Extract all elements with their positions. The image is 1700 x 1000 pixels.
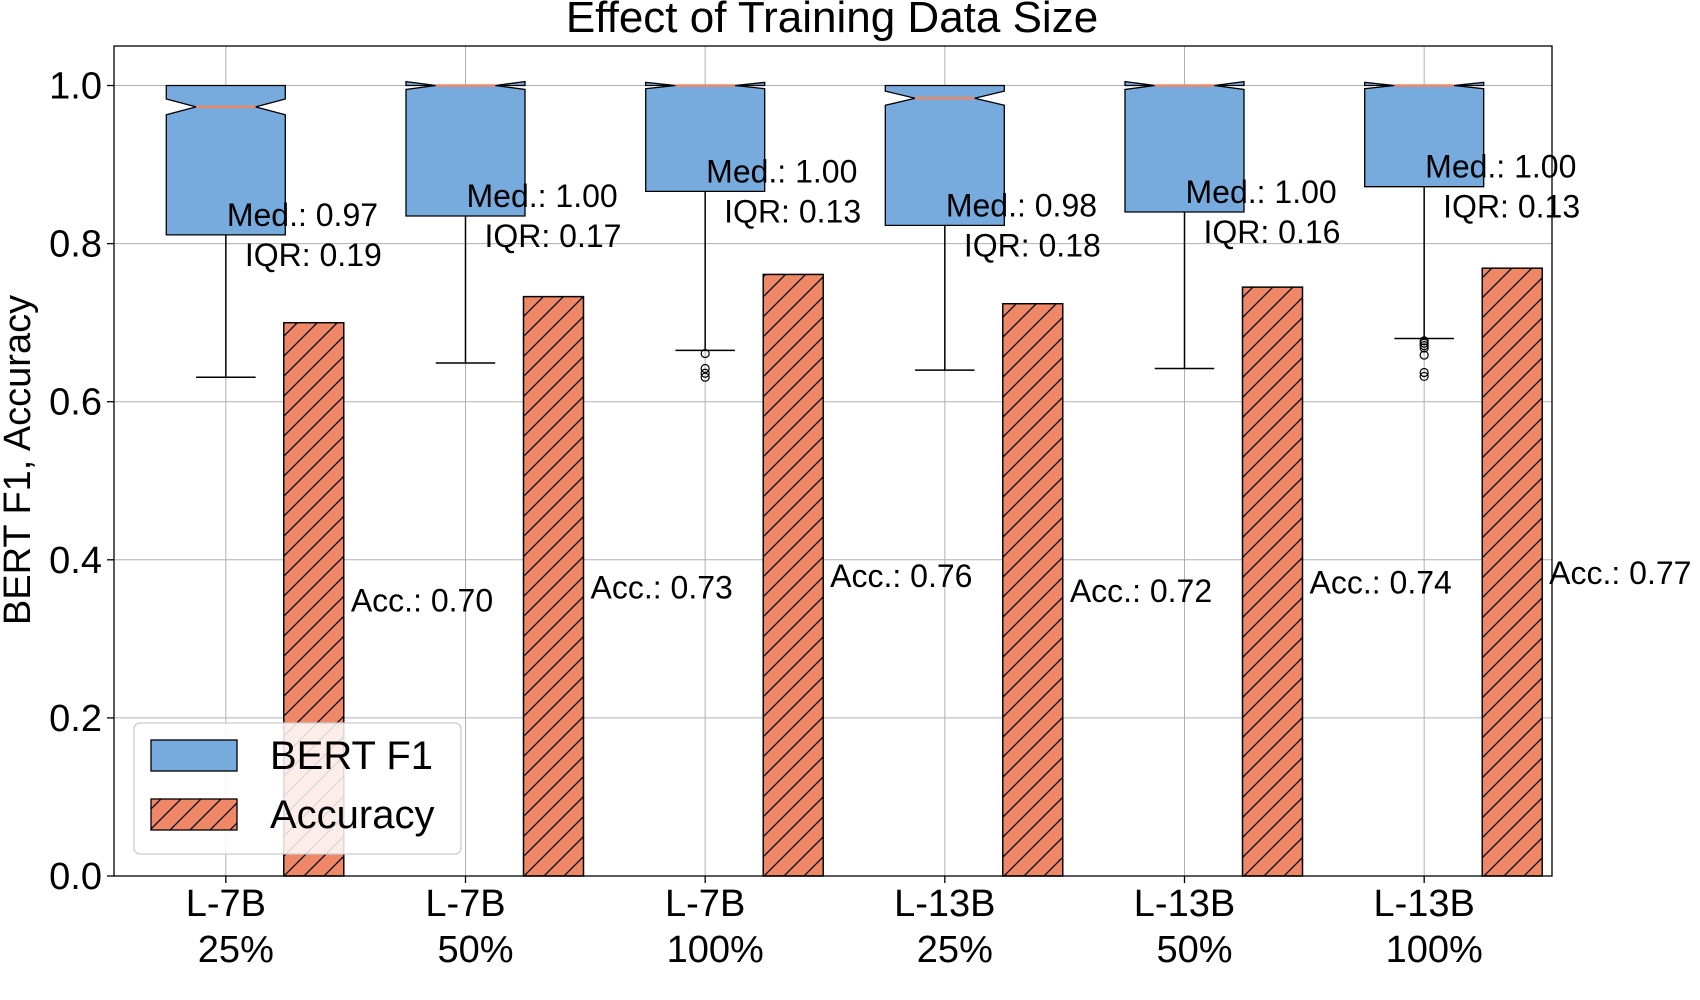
x-tick-label-line2: 50% — [1156, 929, 1232, 971]
y-axis-label: BERT F1, Accuracy — [0, 295, 39, 625]
accuracy-series — [283, 267, 1543, 877]
legend-swatch-accuracy — [150, 798, 238, 831]
bert-f1-box — [645, 81, 766, 193]
bert-f1-outlier — [700, 368, 710, 378]
x-tick-label-line1: L-13B — [894, 883, 995, 925]
legend-label-bert-f1: BERT F1 — [270, 734, 433, 778]
bert-f1-box — [1124, 80, 1245, 213]
x-tick-label-line2: 25% — [917, 929, 993, 971]
accuracy-bar-hatch — [1002, 303, 1064, 877]
bert-f1-box — [165, 84, 286, 236]
accuracy-annotation: Acc.: 0.76 — [830, 558, 972, 594]
bert-f1-box — [405, 80, 526, 217]
chart-title: Effect of Training Data Size — [566, 0, 1098, 42]
median-annotation: Med.: 1.00 — [706, 153, 857, 189]
y-tick-label: 0.4 — [49, 540, 102, 582]
median-annotation: Med.: 1.00 — [1186, 174, 1337, 210]
median-annotation: Med.: 1.00 — [1425, 149, 1576, 185]
legend: BERT F1 Accuracy — [133, 722, 462, 855]
accuracy-annotation: Acc.: 0.73 — [591, 569, 733, 605]
x-tick-label-line2: 50% — [437, 929, 513, 971]
iqr-annotation: IQR: 0.13 — [1443, 189, 1580, 225]
bert-f1-outlier — [1419, 343, 1429, 353]
iqr-annotation: IQR: 0.13 — [724, 193, 861, 229]
accuracy-bar-hatch — [1241, 286, 1304, 877]
bert-f1-outlier — [1419, 340, 1429, 351]
x-tick-label-line2: 25% — [198, 929, 274, 971]
bert-f1-outlier — [1419, 338, 1429, 348]
x-tick-label-line1: L-7B — [665, 883, 745, 925]
bert-f1-outlier — [1419, 371, 1429, 382]
bert-f1-box — [1364, 81, 1485, 188]
bert-f1-box — [884, 84, 1005, 227]
y-tick-label: 0.8 — [49, 224, 102, 266]
bert-f1-outlier — [1419, 367, 1429, 378]
y-tick-label: 0.0 — [49, 856, 102, 898]
iqr-annotation: IQR: 0.16 — [1204, 214, 1341, 250]
accuracy-annotation: Acc.: 0.77 — [1549, 555, 1691, 591]
y-tick-label: 1.0 — [49, 66, 102, 108]
x-tick-label-line1: L-7B — [425, 883, 505, 925]
accuracy-bar-hatch — [762, 273, 824, 877]
x-tick-label-line1: L-13B — [1134, 883, 1235, 925]
accuracy-bar-hatch — [522, 295, 585, 877]
iqr-annotation: IQR: 0.17 — [485, 218, 622, 254]
accuracy-annotation: Acc.: 0.70 — [351, 582, 493, 618]
iqr-annotation: IQR: 0.19 — [245, 237, 382, 273]
x-tick-label-line1: L-13B — [1373, 883, 1474, 925]
accuracy-annotation: Acc.: 0.72 — [1070, 573, 1212, 609]
y-tick-label: 0.6 — [49, 382, 102, 424]
bert-f1-series — [165, 80, 1485, 382]
y-tick-label: 0.2 — [49, 698, 102, 740]
y-axis-ticks: 0.0 0.2 0.4 0.6 0.8 1.0 — [49, 66, 114, 898]
bert-f1-outlier — [1419, 350, 1429, 360]
bert-f1-outlier — [700, 363, 710, 374]
median-annotation: Med.: 0.98 — [946, 187, 1097, 223]
annotations: Med.: 0.97 IQR: 0.19 Acc.: 0.70 Med.: 1.00 I… — [227, 149, 1692, 619]
bert-f1-outlier — [700, 348, 710, 359]
plot-area-frame — [113, 45, 1553, 877]
median-annotation: Med.: 0.97 — [227, 197, 378, 233]
bert-f1-outlier — [700, 372, 710, 382]
accuracy-bar-hatch — [1481, 267, 1543, 877]
median-annotation: Med.: 1.00 — [467, 178, 618, 214]
legend-label-accuracy: Accuracy — [270, 793, 435, 837]
accuracy-annotation: Acc.: 0.74 — [1310, 565, 1452, 601]
x-tick-label-line1: L-7B — [186, 883, 266, 925]
x-tick-label-line2: 100% — [1386, 929, 1483, 971]
legend-swatch-bert-f1 — [150, 739, 238, 772]
x-tick-label-line2: 100% — [667, 929, 764, 971]
x-axis-ticks: L-7B25%L-7B50%L-7B100%L-13B25%L-13B50%L-… — [186, 876, 1483, 971]
iqr-annotation: IQR: 0.18 — [964, 227, 1101, 263]
bert-f1-outlier — [1419, 336, 1429, 346]
